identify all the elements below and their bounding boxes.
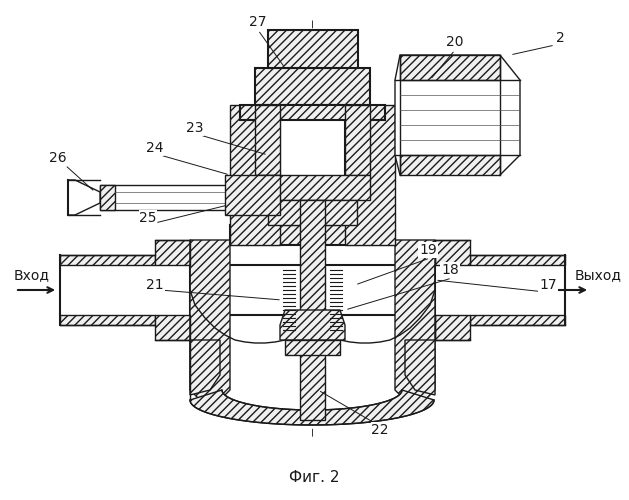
Polygon shape (190, 240, 230, 405)
Polygon shape (345, 105, 370, 175)
Polygon shape (395, 55, 520, 175)
Text: 22: 22 (371, 423, 389, 437)
Polygon shape (300, 200, 325, 420)
Text: Фиг. 2: Фиг. 2 (289, 470, 339, 486)
Text: Выход: Выход (574, 268, 621, 282)
Polygon shape (255, 175, 370, 200)
Text: 18: 18 (441, 263, 459, 277)
Polygon shape (100, 185, 115, 210)
Text: 24: 24 (147, 141, 164, 155)
Polygon shape (405, 340, 435, 395)
Polygon shape (60, 255, 155, 265)
Polygon shape (100, 185, 230, 210)
Polygon shape (190, 340, 220, 395)
Text: 23: 23 (186, 121, 204, 135)
Polygon shape (155, 315, 190, 340)
Polygon shape (255, 68, 370, 105)
Text: 2: 2 (555, 31, 564, 45)
Polygon shape (60, 315, 155, 325)
Polygon shape (435, 315, 470, 340)
Polygon shape (230, 225, 395, 245)
Text: 21: 21 (146, 278, 164, 292)
Polygon shape (400, 155, 500, 175)
Polygon shape (400, 55, 500, 80)
Polygon shape (280, 310, 345, 340)
Text: 26: 26 (49, 151, 67, 165)
Polygon shape (255, 105, 280, 175)
Polygon shape (190, 265, 435, 315)
Polygon shape (68, 180, 100, 215)
Polygon shape (470, 315, 565, 325)
Text: 25: 25 (139, 211, 157, 225)
Polygon shape (285, 340, 340, 355)
Polygon shape (345, 105, 395, 245)
Polygon shape (155, 240, 190, 265)
Text: 20: 20 (446, 35, 464, 49)
Polygon shape (230, 105, 280, 245)
Polygon shape (225, 175, 280, 215)
Polygon shape (395, 240, 435, 405)
Polygon shape (268, 200, 357, 225)
Polygon shape (240, 105, 385, 120)
Text: 17: 17 (539, 278, 557, 292)
Polygon shape (470, 255, 565, 265)
Text: Вход: Вход (14, 268, 50, 282)
Polygon shape (190, 390, 434, 425)
Text: 19: 19 (419, 243, 437, 257)
Polygon shape (268, 30, 358, 68)
Text: 27: 27 (249, 15, 267, 29)
Polygon shape (280, 105, 345, 225)
Polygon shape (435, 240, 470, 265)
